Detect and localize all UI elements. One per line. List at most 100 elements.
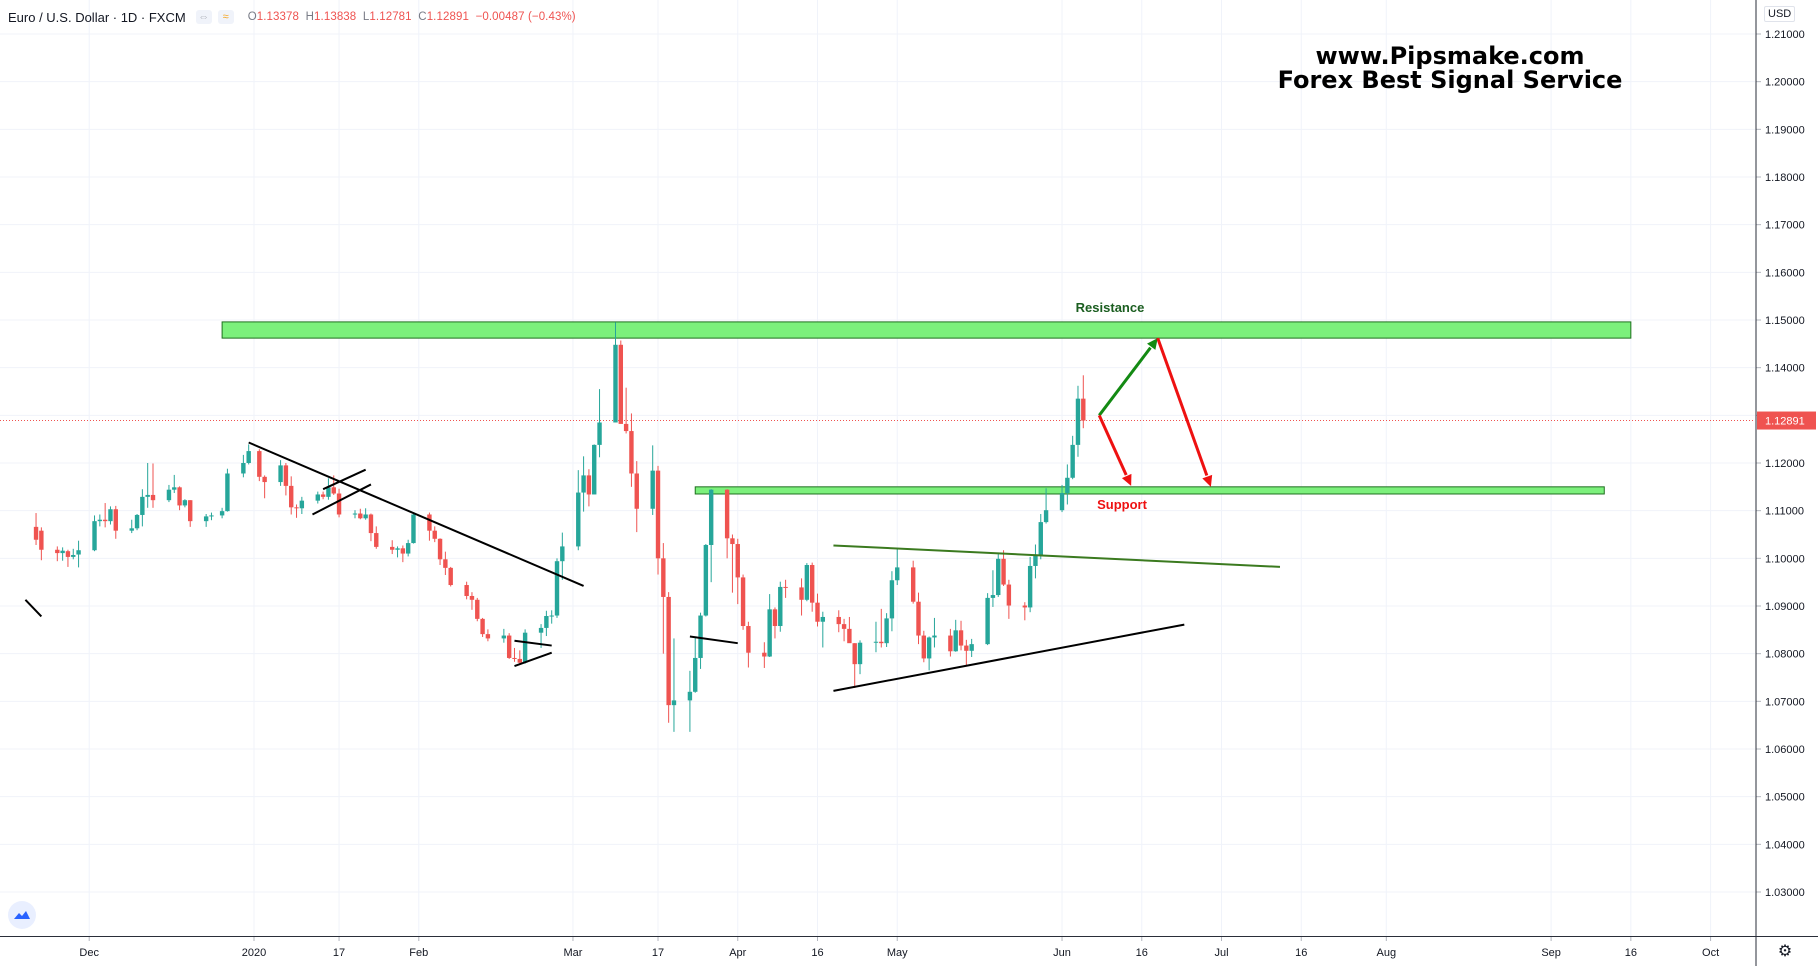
candle-body [1081, 398, 1086, 421]
candle-body [921, 635, 927, 659]
candle-body [889, 580, 895, 619]
price-tick-label: 1.19000 [1765, 124, 1805, 136]
candle-body [1027, 565, 1033, 608]
candle-body [724, 489, 730, 539]
candle-body [1033, 555, 1038, 566]
candle-body [411, 514, 416, 544]
watermark-line-2: Forex Best Signal Service [1277, 66, 1623, 94]
candle-body [735, 544, 740, 578]
price-tick-label: 1.20000 [1765, 77, 1805, 89]
candle-body [166, 489, 172, 501]
price-scale[interactable]: 1.21000 1.20000 1.19000 1.18000 1.17000 1.160… [1755, 0, 1816, 966]
time-tick-label: 17 [333, 947, 345, 959]
downtrend-line [248, 441, 584, 587]
candle-body [953, 630, 958, 652]
candle-body [740, 577, 746, 627]
candle-body [374, 533, 379, 547]
price-tick-label: 1.10000 [1765, 553, 1805, 565]
symbol-legend: Euro / U.S. Dollar · 1D · FXCM ⇔ ≈ O1.13… [8, 8, 576, 26]
candle-body [1006, 584, 1012, 606]
candle-body [969, 644, 974, 651]
candle-body [129, 528, 134, 531]
open-value: 1.13378 [256, 11, 300, 23]
candle-body [512, 657, 517, 659]
candle-body [65, 551, 71, 557]
candle-body [480, 618, 485, 635]
zones-layer: Resistance Support [221, 300, 1632, 512]
time-tick-label: Dec [79, 947, 99, 959]
candle-body [331, 487, 336, 494]
currency-label[interactable]: USD [1764, 6, 1796, 22]
low-label: L [362, 11, 370, 23]
price-tick-label: 1.12000 [1765, 458, 1805, 470]
candle-body [634, 473, 639, 509]
candle-body [655, 470, 661, 559]
wedge-upper-line [514, 639, 552, 647]
candle-body [809, 565, 815, 603]
bull-arrow-head [1147, 338, 1158, 350]
candle-body [730, 538, 735, 545]
close-label: C [418, 11, 427, 23]
candle-body [592, 444, 597, 495]
candle-body [879, 641, 884, 644]
bear-arrow-from-price-head [1121, 473, 1132, 486]
candle-body [289, 485, 294, 508]
candle-body [964, 645, 969, 651]
candle-body [884, 618, 889, 644]
wave-icon[interactable]: ≈ [217, 10, 234, 24]
time-tick-label: Jun [1053, 947, 1071, 959]
toggle-visibility-icon[interactable]: ⇔ [195, 10, 212, 24]
candle-body [352, 513, 358, 515]
price-tick-label: 1.07000 [1765, 696, 1805, 708]
time-tick-label: Apr [729, 947, 746, 959]
candle-body [926, 637, 932, 659]
price-tick-label: 1.09000 [1765, 601, 1805, 613]
candle-body [92, 521, 97, 551]
candle-body [257, 451, 262, 477]
candle-body [820, 616, 826, 622]
bear-arrow-from-price [1097, 414, 1128, 476]
candle-body [671, 700, 677, 706]
candle-body [76, 550, 81, 555]
last-price-tag [1757, 411, 1816, 430]
price-tick-label: 1.03000 [1765, 887, 1805, 899]
tradingview-logo-icon[interactable] [8, 901, 36, 929]
time-tick-label: 16 [1625, 947, 1637, 959]
time-tick-label: 16 [1295, 947, 1307, 959]
candle-body [299, 500, 305, 509]
candle-body [368, 514, 374, 534]
candle-body [39, 530, 44, 550]
candle-body [1038, 522, 1043, 556]
candle-body [390, 546, 395, 550]
candle-body [60, 550, 65, 554]
time-tick-label: Mar [563, 947, 582, 959]
price-tick-label: 1.17000 [1765, 220, 1805, 232]
descending-green-line [833, 544, 1281, 568]
candle-body [857, 642, 863, 665]
time-scale[interactable]: Dec 2020 17 Feb Mar 17 Apr 16 May Jun 16 Jul 16 Aug Se… [0, 936, 1818, 960]
candle-body [219, 511, 225, 516]
candle-body [448, 567, 453, 586]
candle-body [815, 602, 820, 622]
candle-body [895, 567, 900, 581]
gear-icon[interactable]: ⚙ [1777, 943, 1793, 960]
resistance-zone [221, 321, 1632, 339]
candle-body [698, 615, 703, 658]
support-zone [694, 486, 1605, 495]
symbol-title[interactable]: Euro / U.S. Dollar · 1D · FXCM [8, 9, 186, 25]
candle-body [1070, 444, 1075, 478]
candle-body [910, 567, 916, 602]
candle-body [320, 494, 326, 497]
candle-body [278, 465, 283, 483]
time-tick-label: Sep [1541, 947, 1561, 959]
flag-upper-line [322, 468, 367, 491]
time-tick-label: 16 [811, 947, 823, 959]
price-tick-label: 1.06000 [1765, 744, 1805, 756]
candle-body [246, 451, 251, 463]
price-tick-label: 1.05000 [1765, 792, 1805, 804]
candle-body [708, 489, 714, 545]
candle-body [188, 500, 193, 522]
bear-arrow-from-resistance [1156, 337, 1209, 477]
candle-body [687, 691, 693, 701]
